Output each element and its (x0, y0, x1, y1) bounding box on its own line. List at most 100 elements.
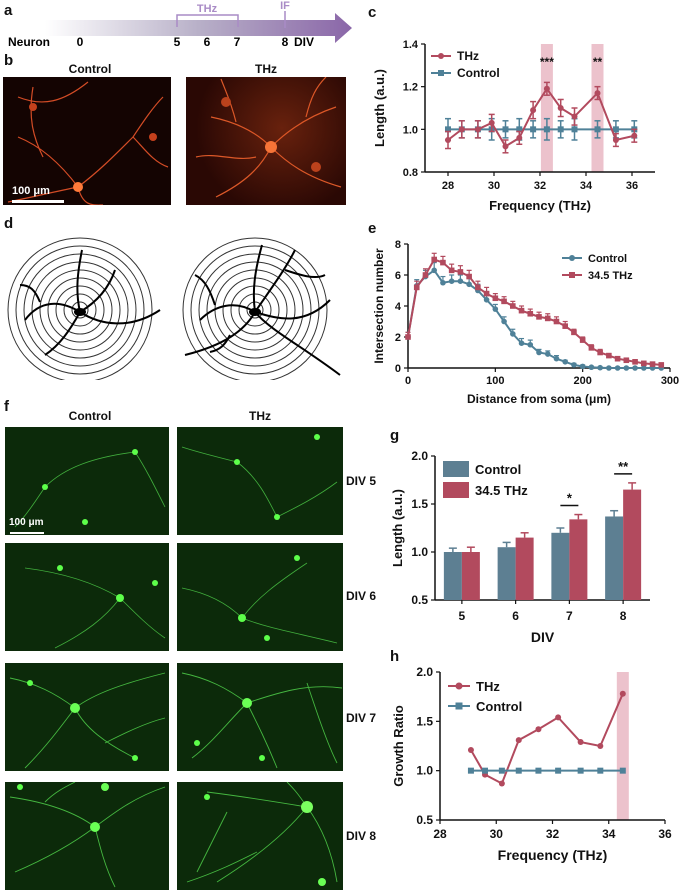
data-point (579, 337, 586, 343)
data-point (614, 365, 621, 371)
data-point (543, 85, 550, 92)
data-point (483, 290, 490, 297)
chart-c-length-vs-frequency: 0.8 1.0 1.2 1.4 28 30 32 34 36 Frequency (THz) Len… (372, 39, 655, 213)
data-point (553, 318, 560, 325)
data-point (467, 767, 474, 774)
y-tick-label: 1.5 (411, 497, 428, 511)
f-row-label-div6: DIV 6 (346, 589, 377, 603)
y-tick-label: 4 (395, 301, 402, 313)
timeline-tick-8: 8 (282, 35, 289, 49)
data-point (536, 314, 542, 320)
y-tick-label: 1.0 (416, 764, 433, 778)
data-point (544, 351, 551, 357)
data-point (475, 284, 481, 291)
bar-34.5 THz-7 (569, 519, 588, 600)
x-axis-label: Frequency (THz) (498, 847, 608, 863)
x-tick-label: 30 (488, 180, 500, 192)
timeline-tick-6: 6 (204, 35, 211, 49)
x-tick-label: 30 (490, 827, 504, 841)
data-point (510, 303, 516, 309)
legend-marker (455, 682, 463, 690)
bar-34.5 THz-6 (515, 537, 534, 600)
b-scale-bar (12, 200, 64, 203)
data-point (555, 767, 562, 774)
x-tick-label: 32 (546, 827, 560, 841)
legend-marker (569, 272, 575, 278)
data-point (612, 126, 619, 133)
data-point (483, 297, 490, 303)
f-row-label-div5: DIV 5 (346, 474, 377, 488)
data-point (502, 126, 509, 133)
data-point (492, 306, 499, 312)
chart-h-growth-ratio: 0.5 1.0 1.5 2.0 28 30 32 34 36 Frequency (THz) Gro… (391, 665, 672, 863)
y-tick-label: 1.0 (411, 545, 428, 559)
y-tick-label: 1.5 (416, 714, 433, 728)
data-point (597, 349, 603, 356)
y-axis-label: Length (a.u.) (390, 489, 405, 567)
legend-label: Control (457, 66, 500, 80)
y-tick-label: 6 (395, 270, 401, 282)
data-point (440, 259, 446, 266)
data-point (515, 767, 522, 774)
data-point (594, 126, 601, 133)
data-point (535, 767, 542, 774)
x-tick-label: 6 (512, 609, 519, 623)
panel-letter-d: d (4, 215, 14, 232)
f-control-div6 (5, 543, 169, 651)
f-row-label-div7: DIV 7 (346, 711, 377, 725)
f-scale-bar (10, 532, 44, 534)
data-point (448, 278, 455, 284)
legend-swatch (443, 482, 469, 498)
data-point (606, 352, 612, 359)
data-point (431, 267, 437, 274)
data-point (448, 267, 455, 274)
timeline-neuron-label: Neuron (8, 35, 50, 49)
series-line-Control (407, 268, 662, 369)
data-point (571, 126, 578, 133)
data-point (445, 126, 451, 133)
data-point (457, 269, 464, 275)
data-point (422, 272, 429, 278)
data-point (594, 90, 601, 97)
data-point (606, 365, 612, 371)
x-axis-label: Frequency (THz) (489, 198, 591, 213)
f-thz-div5 (177, 427, 343, 535)
chart-e-sholl-analysis: 0 2 4 6 8 0 100 200 300 Distance from soma (μm) In… (372, 239, 679, 406)
x-axis-label: Distance from soma (μm) (467, 392, 611, 406)
f-control-div8 (5, 782, 169, 890)
if-label: IF (280, 0, 290, 12)
data-point (501, 318, 507, 325)
data-point (619, 767, 626, 774)
data-point (588, 345, 595, 351)
y-tick-label: 1.2 (403, 82, 418, 94)
y-axis-label: Intersection number (372, 248, 386, 364)
data-point (562, 359, 568, 365)
y-axis-label: Growth Ratio (391, 705, 406, 787)
data-point (579, 363, 586, 370)
x-tick-label: 32 (534, 180, 546, 192)
highlight-band-0 (616, 672, 629, 820)
y-tick-label: 0.8 (403, 167, 418, 179)
data-point (588, 364, 595, 371)
y-tick-label: 1.0 (403, 124, 418, 136)
data-point (458, 126, 465, 133)
panel-letter-c: c (368, 4, 377, 21)
data-point (555, 714, 562, 721)
data-point (543, 126, 550, 133)
y-tick-label: 0.5 (411, 593, 428, 607)
legend-marker (455, 702, 463, 710)
data-point (557, 105, 564, 111)
timeline-diagram: THz IF Neuron 0 5 6 7 8 DIV (8, 0, 352, 49)
f-control-div7 (5, 663, 169, 771)
bar-Control-7 (551, 532, 570, 600)
data-point (413, 284, 420, 291)
data-point (527, 310, 534, 317)
data-point (577, 767, 584, 774)
data-point (405, 334, 411, 340)
data-point (516, 134, 523, 141)
data-point (527, 341, 534, 348)
timeline-div-label: DIV (294, 35, 314, 49)
data-point (571, 362, 577, 368)
bar-Control-5 (443, 552, 462, 600)
x-tick-label: 8 (620, 609, 627, 623)
